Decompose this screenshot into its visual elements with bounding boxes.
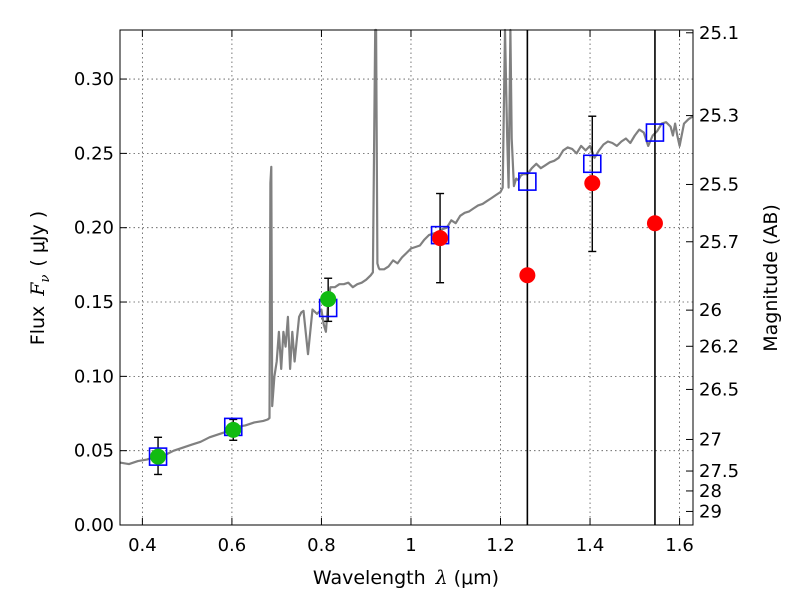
y2-tick-label: 26	[699, 300, 722, 321]
y2-tick-label: 25.5	[699, 174, 739, 195]
y2-tick-label: 25.1	[699, 23, 739, 44]
optical-point	[225, 421, 242, 438]
nir-point	[432, 230, 449, 247]
nir-point	[519, 267, 536, 284]
y2-tick-label: 27	[699, 429, 722, 450]
y2-tick-label: 26.5	[699, 379, 739, 400]
y-axis-label: FluxFν( μJy )	[27, 211, 53, 345]
plot-border	[119, 29, 694, 526]
y2-tick-label: 25.7	[699, 232, 739, 253]
x-tick-label: 1	[405, 535, 416, 556]
y2-axis-label: Magnitude (AB)	[760, 204, 782, 352]
x-tick-label: 1.2	[486, 535, 515, 556]
x-tick-label: 1.4	[576, 535, 605, 556]
y-tick-label: 0.25	[74, 143, 114, 164]
x-tick-label: 0.6	[218, 535, 247, 556]
optical-point	[320, 291, 337, 308]
nir-point	[646, 215, 663, 232]
model-point	[518, 172, 537, 191]
y-tick-label: 0.15	[74, 292, 114, 313]
nir-point	[584, 175, 601, 192]
y2-tick-label: 27.5	[699, 461, 739, 482]
model-point	[645, 123, 665, 142]
plot-frame	[119, 29, 694, 526]
y-tick-label: 0.00	[74, 515, 114, 536]
x-tick-label: 0.4	[128, 535, 157, 556]
error-bars	[154, 115, 597, 476]
x-tick-label: 0.8	[307, 535, 336, 556]
data-points	[148, 123, 665, 466]
axis-ticks: 0.4 0.6 0.8 1 1.2 1.4 1.6 0.00 0.05 0.10 0.15 0.20 0…	[74, 23, 739, 556]
y2-tick-label: 26.2	[699, 336, 739, 357]
y-tick-label: 0.10	[74, 366, 114, 387]
x-tick-label: 1.6	[665, 535, 694, 556]
model-point	[148, 447, 168, 466]
vertical-lines	[526, 30, 656, 525]
spectrum-line	[119, 28, 694, 466]
y-tick-label: 0.05	[74, 441, 114, 462]
y2-tick-label: 28	[699, 481, 722, 502]
grid	[120, 30, 693, 526]
y2-tick-label: 29	[699, 501, 722, 522]
x-axis-label: Wavelength λ (μm)	[313, 567, 499, 589]
optical-point	[150, 448, 167, 465]
y-tick-label: 0.20	[74, 218, 114, 239]
y-tick-label: 0.30	[74, 69, 114, 90]
spectrum-layer	[119, 28, 694, 466]
y2-tick-label: 25.3	[699, 106, 739, 127]
model-point	[582, 154, 602, 174]
